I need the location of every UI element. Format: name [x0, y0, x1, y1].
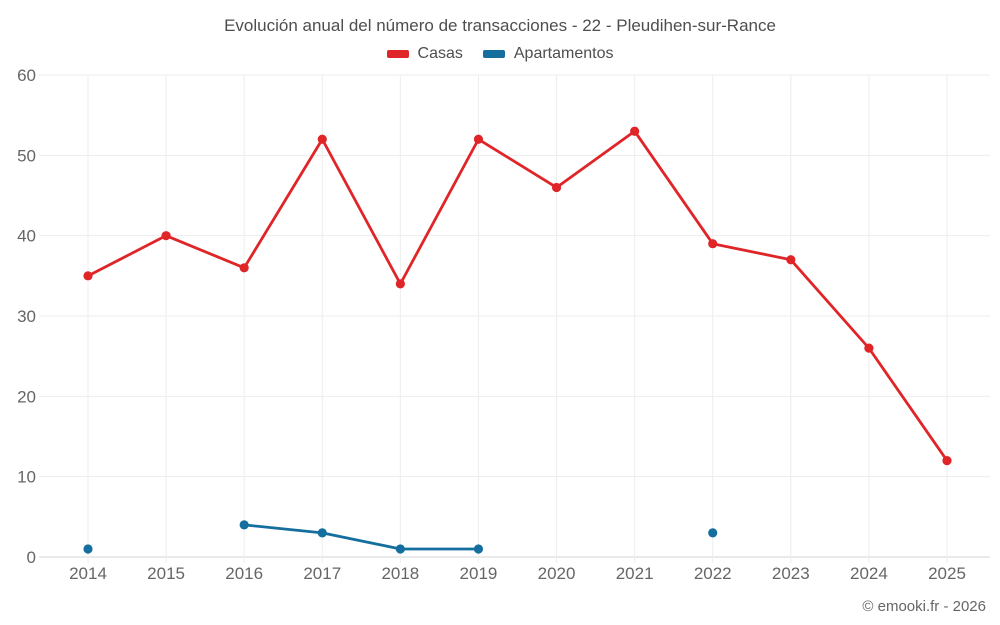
apartamentos-legend-swatch	[482, 50, 505, 58]
data-point[interactable]	[864, 343, 874, 353]
y-axis-tick-label: 50	[17, 146, 36, 165]
y-axis-tick-label: 40	[17, 227, 36, 246]
x-axis-tick-label: 2016	[225, 564, 263, 583]
data-point[interactable]	[551, 182, 562, 193]
y-axis-tick-label: 10	[17, 468, 36, 487]
gridlines: 0 10 20 30 40 50 60 2014 2015 2016 2017 2018 2019 202…	[17, 66, 990, 583]
data-point[interactable]	[708, 528, 718, 538]
series-casas	[83, 126, 952, 466]
x-axis-tick-label: 2020	[538, 564, 576, 583]
x-axis-tick-label: 2015	[147, 564, 185, 583]
casas-legend-label: Casas	[417, 45, 463, 62]
data-point[interactable]	[83, 271, 93, 281]
series-line	[242, 523, 480, 551]
data-point[interactable]	[473, 544, 484, 554]
x-axis-tick-label: 2022	[694, 564, 732, 583]
data-point[interactable]	[395, 544, 405, 554]
series-apartamentos	[83, 520, 718, 554]
x-axis-tick-label: 2014	[69, 564, 107, 583]
data-point[interactable]	[239, 520, 249, 530]
copyright-footer: © emooki.fr - 2026	[862, 598, 986, 615]
legend-item-apartamentos[interactable]: Apartamentos	[482, 45, 614, 63]
data-point[interactable]	[473, 134, 484, 144]
x-axis-tick-label: 2018	[381, 564, 419, 583]
data-point[interactable]	[161, 231, 171, 241]
data-point[interactable]	[239, 263, 249, 273]
data-point[interactable]	[630, 126, 640, 136]
legend-item-casas[interactable]: Casas	[386, 45, 463, 63]
x-axis-tick-label: 2021	[616, 564, 654, 583]
data-point[interactable]	[708, 239, 718, 249]
x-axis-tick-label: 2023	[772, 564, 810, 583]
data-point[interactable]	[395, 279, 405, 289]
x-axis-tick-label: 2025	[928, 564, 966, 583]
apartamentos-legend-label: Apartamentos	[513, 45, 614, 62]
data-point[interactable]	[786, 255, 796, 265]
y-axis-tick-label: 60	[17, 66, 36, 85]
chart-legend: Casas Apartamentos	[0, 45, 1000, 63]
chart-title: Evolución anual del número de transaccio…	[224, 16, 776, 35]
x-axis-tick-label: 2024	[850, 564, 888, 583]
x-axis-tick-label: 2017	[303, 564, 341, 583]
casas-legend-swatch	[386, 50, 409, 58]
data-point[interactable]	[83, 544, 93, 554]
y-axis-tick-label: 30	[17, 307, 36, 326]
x-axis-tick-label: 2019	[460, 564, 498, 583]
data-point[interactable]	[317, 134, 327, 144]
data-point[interactable]	[317, 528, 327, 538]
series-line	[86, 129, 949, 463]
y-axis-tick-label: 0	[27, 548, 36, 567]
y-axis-tick-label: 20	[17, 387, 36, 406]
data-point[interactable]	[942, 456, 952, 466]
